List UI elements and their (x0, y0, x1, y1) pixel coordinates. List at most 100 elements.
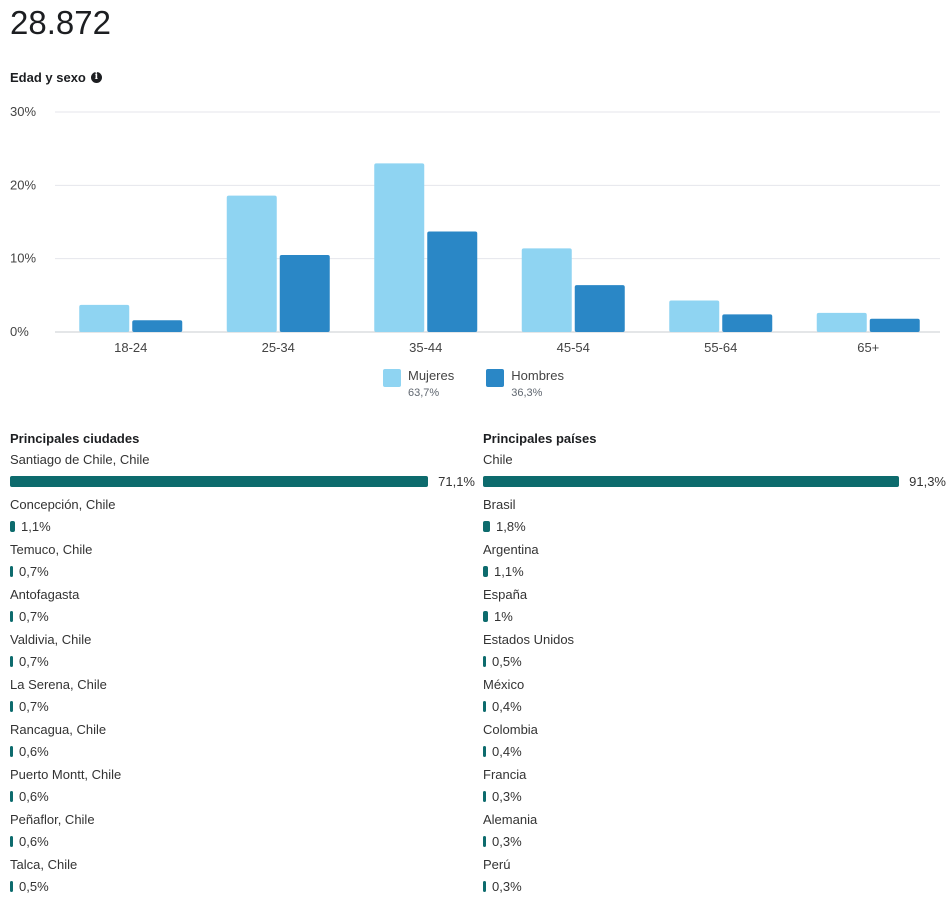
list-item-label: Valdivia, Chile (10, 632, 92, 647)
list-item-label: Santiago de Chile, Chile (10, 452, 150, 467)
list-item: Talca, Chile 0,5% (10, 857, 475, 902)
legend-item-hombres[interactable]: Hombres 36,3% (486, 368, 564, 399)
legend-swatch-hombres (486, 369, 505, 387)
list-item: Chile 91,3% (483, 452, 946, 497)
list-item-value: 0,3% (492, 833, 522, 849)
list-item-bar (483, 475, 899, 487)
list-item-label: México (483, 677, 525, 692)
list-item-label: España (483, 587, 528, 602)
list-item-value: 0,4% (492, 698, 522, 714)
list-item-bar (483, 790, 486, 802)
list-item-bar (483, 565, 488, 577)
bar-mujeres-65+[interactable] (816, 312, 867, 332)
bar-mujeres-35-44[interactable] (374, 163, 425, 332)
bar-mujeres-25-34[interactable] (226, 195, 277, 332)
list-item: Alemania 0,3% (483, 812, 946, 857)
list-item-value: 0,3% (492, 878, 522, 894)
x-tick-label: 25-34 (262, 340, 295, 355)
list-item: Estados Unidos 0,5% (483, 632, 946, 677)
list-item-label: Temuco, Chile (10, 542, 93, 557)
list-item-value: 0,7% (19, 653, 49, 669)
y-tick-label: 10% (10, 251, 36, 266)
legend-label: Mujeres (408, 368, 455, 383)
legend-swatch-mujeres (383, 369, 401, 387)
list-item-value: 1,1% (21, 518, 51, 534)
list-item-bar (10, 880, 13, 892)
list-item: Antofagasta 0,7% (10, 587, 475, 632)
bar-hombres-55-64[interactable] (722, 314, 773, 332)
age-section-title: Edad y sexo i (10, 70, 102, 85)
countries-title: Principales países (483, 431, 597, 446)
total-value: 28.872 (10, 4, 111, 41)
bar-mujeres-18-24[interactable] (79, 304, 130, 332)
legend-label: Hombres (511, 368, 564, 383)
list-item: España 1% (483, 587, 946, 632)
y-tick-label: 30% (10, 104, 36, 119)
bar-mujeres-45-54[interactable] (521, 248, 572, 332)
bar-hombres-25-34[interactable] (279, 255, 330, 332)
list-item-value: 0,7% (19, 608, 49, 624)
list-item-label: Puerto Montt, Chile (10, 767, 122, 782)
list-item-label: Colombia (483, 722, 538, 737)
list-item-bar (10, 610, 13, 622)
list-item: La Serena, Chile 0,7% (10, 677, 475, 722)
list-item-value: 0,4% (492, 743, 522, 759)
list-item-label: Rancagua, Chile (10, 722, 107, 737)
list-item-bar (483, 610, 488, 622)
list-item: Colombia 0,4% (483, 722, 946, 767)
list-item-label: Talca, Chile (10, 857, 78, 872)
list-item-label: Chile (483, 452, 513, 467)
list-item-value: 1,8% (496, 518, 526, 534)
x-tick-label: 35-44 (409, 340, 442, 355)
list-item-bar (10, 700, 13, 712)
list-item-value: 0,6% (19, 743, 49, 759)
list-item-label: Estados Unidos (483, 632, 575, 647)
x-tick-label: 45-54 (557, 340, 590, 355)
list-item-label: Antofagasta (10, 587, 80, 602)
y-tick-label: 0% (10, 324, 29, 339)
list-item-value: 1% (494, 608, 513, 624)
list-item-bar (483, 835, 486, 847)
list-item-value: 0,5% (19, 878, 49, 894)
list-item: Puerto Montt, Chile 0,6% (10, 767, 475, 812)
list-item-bar (483, 655, 486, 667)
cities-rows: Santiago de Chile, Chile 71,1% Concepción,… (10, 452, 475, 902)
list-item-value: 0,6% (19, 788, 49, 804)
legend-percent: 36,3% (511, 387, 543, 399)
list-item-bar (10, 745, 13, 757)
bar-mujeres-55-64[interactable] (669, 300, 720, 332)
list-item: Santiago de Chile, Chile 71,1% (10, 452, 475, 497)
list-item: Rancagua, Chile 0,6% (10, 722, 475, 767)
list-item: Francia 0,3% (483, 767, 946, 812)
legend-item-mujeres[interactable]: Mujeres 63,7% (383, 368, 454, 399)
list-item-label: Argentina (483, 542, 539, 557)
list-item: Brasil 1,8% (483, 497, 946, 542)
top-cities-list: Principales ciudades Santiago de Chile, … (10, 430, 475, 902)
x-tick-label: 18-24 (114, 340, 147, 355)
bar-hombres-18-24[interactable] (132, 320, 183, 332)
bar-hombres-35-44[interactable] (427, 231, 478, 332)
legend-percent: 63,7% (408, 387, 440, 399)
cities-title: Principales ciudades (10, 431, 140, 446)
list-item: Argentina 1,1% (483, 542, 946, 587)
list-item-bar (483, 700, 486, 712)
list-item-bar (483, 745, 486, 757)
list-item-bar (10, 655, 13, 667)
list-item-value: 0,7% (19, 698, 49, 714)
list-item-value: 0,7% (19, 563, 49, 579)
list-item-label: Perú (483, 857, 511, 872)
list-item-value: 0,3% (492, 788, 522, 804)
list-item-bar (10, 835, 13, 847)
list-item-bar (10, 475, 428, 487)
list-item-bar (10, 520, 15, 532)
list-item: Perú 0,3% (483, 857, 946, 902)
bar-hombres-65+[interactable] (869, 318, 920, 332)
list-item: México 0,4% (483, 677, 946, 722)
list-item: Valdivia, Chile 0,7% (10, 632, 475, 677)
y-tick-label: 20% (10, 177, 36, 192)
list-item: Temuco, Chile 0,7% (10, 542, 475, 587)
bar-hombres-45-54[interactable] (574, 285, 625, 332)
list-item-value: 1,1% (494, 563, 524, 579)
list-item-label: Peñaflor, Chile (10, 812, 95, 827)
info-icon[interactable]: i (90, 72, 102, 83)
